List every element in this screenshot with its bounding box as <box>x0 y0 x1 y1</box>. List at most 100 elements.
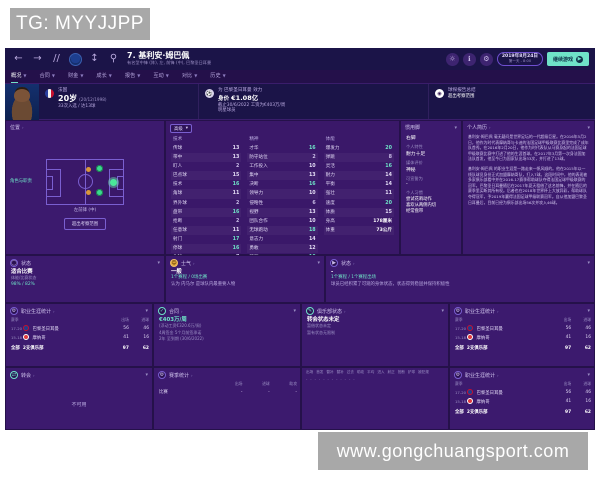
attr-value: 16 <box>308 146 316 151</box>
attr-row: 体质 15 <box>323 207 394 217</box>
position-dot-striker-right[interactable] <box>95 164 103 172</box>
chevron-down-icon[interactable]: ▾ <box>317 260 320 266</box>
position-dot-striker-center[interactable] <box>110 178 118 186</box>
up-down-selector-icon[interactable]: ↕ <box>90 53 99 64</box>
ratings-col-2: 替补 <box>326 370 334 374</box>
football-manager-window: ← → // ↕ ⚲ 7. 基利安·姆巴佩 有名型中锋 (阵), 左, 前锋 (… <box>5 48 595 430</box>
forward-arrow-icon[interactable]: → <box>33 53 42 64</box>
table-row[interactable]: 比赛 - - - <box>154 388 300 396</box>
attr-name: 耐力 <box>325 173 335 179</box>
attr-value: 20 <box>385 146 392 151</box>
attr-row: 技术 16 <box>171 180 241 189</box>
form-title[interactable]: 状态 <box>21 260 32 267</box>
profile-panel-title[interactable]: 个人简历 › <box>467 124 491 131</box>
attr-row: 意志力 14 <box>247 235 317 244</box>
attr-row: 集中 13 <box>247 171 318 181</box>
chevron-down-icon[interactable]: ▾ <box>145 372 148 378</box>
career-title-bottom[interactable]: 职业生涯统计 › <box>465 372 499 379</box>
profile-text: 基利安·姆巴佩 毫无疑问是世界足坛的一代超级巨星。在2016年5月2日，他作为时… <box>463 132 594 205</box>
career-goals: 16 <box>143 335 149 340</box>
gear-icon[interactable]: ⚙ <box>479 52 493 66</box>
chevron-down-icon[interactable]: ▾ <box>587 308 590 314</box>
wages-title[interactable]: 合同 › <box>169 308 183 315</box>
tab-contract[interactable]: 合同 ▼ <box>39 72 54 81</box>
tab-overview[interactable]: 概况 ▼ <box>11 72 26 83</box>
career-total-goals: 62 <box>584 345 591 351</box>
habit-value-1: 尝试花哨动作 <box>406 197 432 202</box>
table-row[interactable]: 15-18 摩纳哥 41 16 <box>6 333 152 342</box>
info-icon[interactable]: ℹ <box>462 52 476 66</box>
col-apps: 出场 <box>563 317 572 322</box>
chevron-down-icon[interactable]: ▾ <box>145 308 148 314</box>
career-total-label: 全部 <box>11 346 20 351</box>
condition-sub2: 球员已经积累了可观的身体状态，状态得到稳固并保持积极性 <box>331 281 450 287</box>
contract-line-2: 暂有状态无限制 <box>307 329 335 335</box>
back-arrow-icon[interactable]: ← <box>14 53 23 64</box>
attr-value: 10 <box>308 218 316 224</box>
table-row[interactable]: 15-18 摩纳哥 41 16 <box>450 397 594 406</box>
table-row[interactable]: 17-20 巴黎圣日耳曼 56 46 <box>450 324 594 333</box>
career-title-right[interactable]: 职业生涯统计 › <box>465 308 499 315</box>
continue-button[interactable]: 继续游戏 ▶ <box>546 52 589 66</box>
morale-title[interactable]: 士气 › <box>181 260 195 267</box>
club-crest-icon[interactable] <box>69 52 82 66</box>
attr-row: 身高 178厘米 <box>324 217 394 226</box>
attr-name: 传球 <box>173 146 183 151</box>
tab-development[interactable]: 成长 ▼ <box>96 72 111 81</box>
tab-compare[interactable]: 对比 ▼ <box>182 72 197 81</box>
attribute-filter-dropdown[interactable]: 高级 ▾ <box>170 124 193 133</box>
ratings-col-6: 平均 <box>367 370 375 374</box>
lightbulb-icon[interactable]: ☼ <box>445 52 459 66</box>
ratings-col-3: 替补 <box>336 370 344 374</box>
attr-value: 13 <box>308 209 316 215</box>
attr-value: 16 <box>232 209 240 215</box>
pitch-diagram[interactable] <box>46 158 124 205</box>
position-dot-am-left[interactable] <box>85 190 91 196</box>
season-header-row: 出场 进球 助攻 <box>154 381 300 388</box>
form-sub1: 体能/比赛状态 <box>11 275 37 281</box>
attr-row: 勇敢 12 <box>247 244 318 254</box>
attr-row: 任意球 11 <box>171 225 242 235</box>
position-dot-striker-left[interactable] <box>95 188 103 196</box>
transfer-title[interactable]: 转会 › <box>21 372 35 379</box>
chevron-down-icon[interactable]: ▾ <box>587 124 590 131</box>
attr-name: 爆发力 <box>325 146 340 151</box>
tab-reports[interactable]: 报告 ▼ <box>125 72 140 81</box>
season-stats-title[interactable]: 赛季统计 › <box>169 372 193 379</box>
chevron-down-icon: ▼ <box>165 73 169 78</box>
career-total-clubs: 2支俱乐部 <box>466 346 488 351</box>
profile-title-text: 个人简历 <box>467 125 488 131</box>
attr-name: 弹跳 <box>325 155 335 161</box>
chevron-down-icon[interactable]: ▾ <box>441 308 444 314</box>
tab-history[interactable]: 历史 ▼ <box>210 72 225 81</box>
season-goals: - <box>268 389 270 395</box>
chevron-down-icon[interactable]: ▾ <box>587 260 590 266</box>
career-title-text: 职业生涯统计 <box>21 308 52 315</box>
contract-line-1: 暂借状态未定 <box>307 323 331 329</box>
career-title-left[interactable]: 职业生涯统计 › <box>21 308 55 315</box>
table-row[interactable]: 17-20 巴黎圣日耳曼 56 46 <box>6 324 152 333</box>
chevron-down-icon[interactable]: ▾ <box>587 372 590 378</box>
scout-range-button[interactable]: 超出考察范围 <box>63 217 107 230</box>
position-panel-title[interactable]: 位置 › <box>10 124 24 131</box>
table-row[interactable]: 15-18 摩纳哥 41 16 <box>450 333 594 342</box>
contract-title[interactable]: 俱乐部状态 › <box>317 308 346 315</box>
search-icon[interactable]: ⚲ <box>109 53 118 64</box>
attr-name: 带中 <box>173 155 183 161</box>
table-row[interactable]: 17-20 巴黎圣日耳曼 56 46 <box>450 388 594 397</box>
contract-value: 转会状态未定 <box>307 317 340 323</box>
wages-head: ✓ 合同 › ▾ <box>154 304 300 316</box>
career-total-row: 全部 2支俱乐部 97 62 <box>450 406 594 416</box>
career-total-cell: 全部 2支俱乐部 <box>6 342 112 352</box>
position-dot-am-right[interactable] <box>85 166 91 172</box>
ratings-value-row: - - - - - - - - - - - - <box>302 375 448 381</box>
chevron-down-icon[interactable]: ▾ <box>157 260 160 266</box>
date-badge[interactable]: 2019年8月24日 第一天 - 8:00 <box>496 52 543 66</box>
tab-finance[interactable]: 财金 ▼ <box>68 72 83 81</box>
pitch-caption: 左前锋 (中) <box>73 207 97 213</box>
career-club-cell: 15-18 摩纳哥 <box>6 333 112 342</box>
tab-interaction[interactable]: 互动 ▼ <box>153 72 168 81</box>
condition-title[interactable]: 状态 › <box>341 260 355 267</box>
chevron-down-icon[interactable]: ▾ <box>454 124 457 131</box>
chevron-down-icon[interactable]: ▾ <box>293 308 296 314</box>
